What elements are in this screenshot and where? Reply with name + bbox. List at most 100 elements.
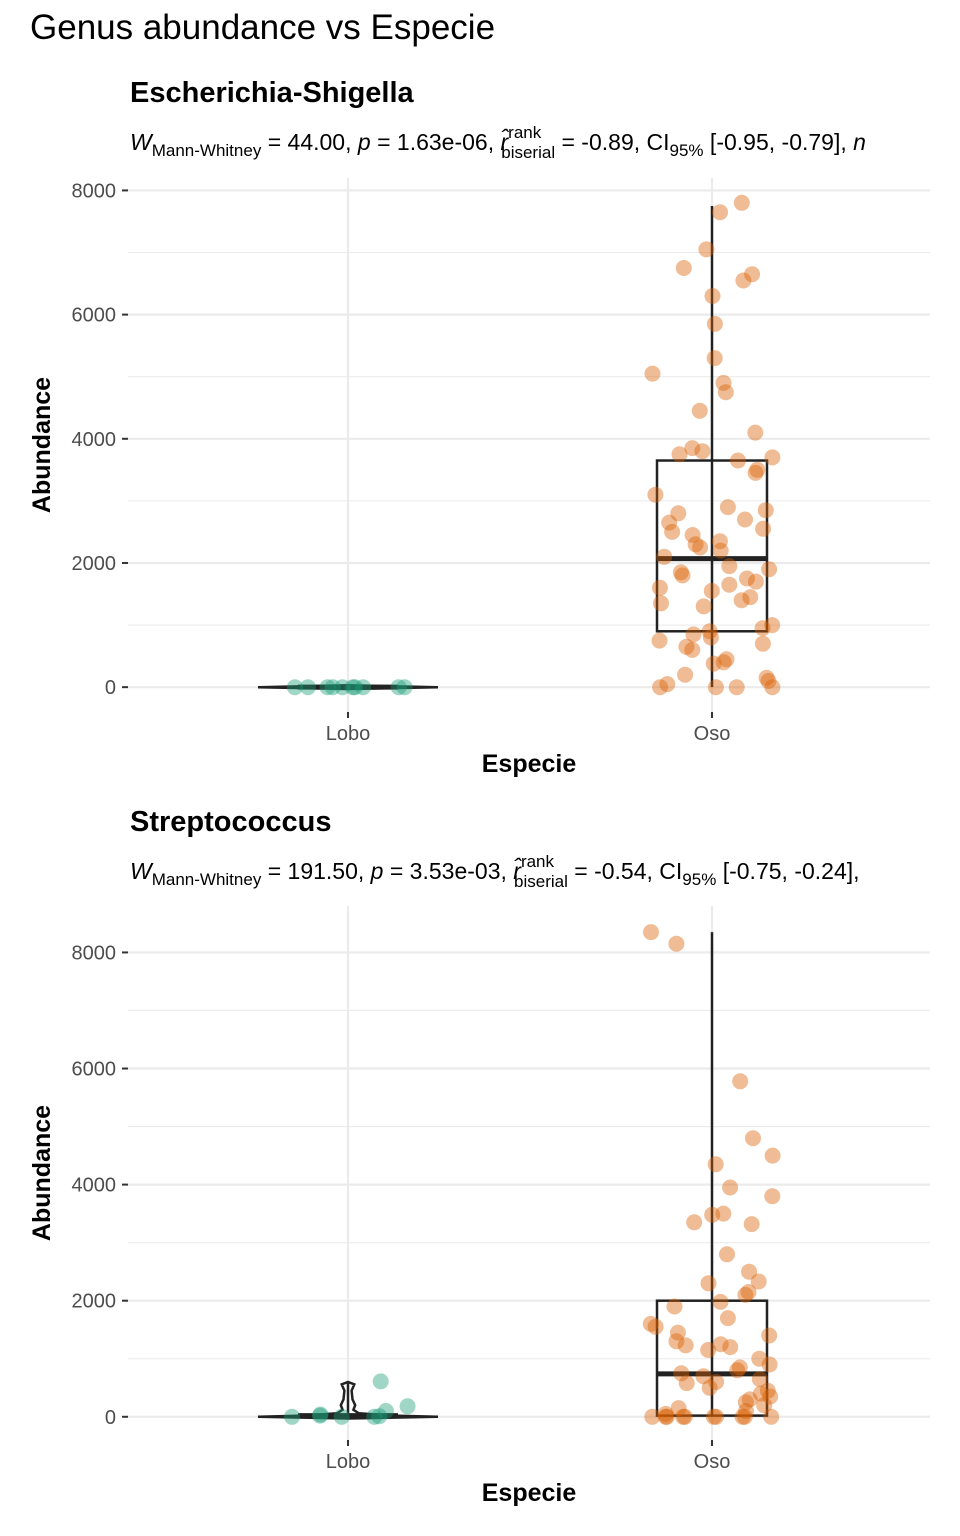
data-point-oso <box>684 527 701 543</box>
data-point-oso <box>759 1382 776 1399</box>
data-point-oso <box>644 365 661 382</box>
data-point-oso <box>747 464 764 481</box>
data-point-oso <box>751 1371 768 1388</box>
data-point-oso <box>722 1179 739 1196</box>
data-point-oso <box>715 1205 732 1222</box>
data-point-oso <box>764 1147 781 1164</box>
data-point-oso <box>684 641 701 658</box>
grid <box>128 178 930 712</box>
data-point-oso <box>664 523 681 540</box>
data-point-oso <box>733 592 750 609</box>
data-point-oso <box>764 1188 781 1205</box>
x-axis-title: Especie <box>482 1479 577 1507</box>
y-tick-label: 2000 <box>72 553 117 575</box>
y-tick-label: 6000 <box>72 1059 117 1081</box>
box-oso <box>655 459 769 633</box>
data-point-oso <box>705 1408 722 1425</box>
data-point-oso <box>685 626 702 643</box>
data-point-oso <box>741 1263 758 1280</box>
data-point-oso <box>700 1342 717 1358</box>
panel-title: Streptococcus <box>130 806 331 838</box>
data-point-lobo <box>324 679 341 696</box>
data-point-lobo <box>284 1408 300 1425</box>
data-point-oso <box>657 1405 674 1422</box>
data-point-oso <box>712 542 729 559</box>
panel-title: Escherichia-Shigella <box>130 77 415 109</box>
data-point-lobo <box>312 1407 328 1424</box>
data-point-oso <box>708 1408 725 1425</box>
data-point-oso <box>730 452 746 469</box>
data-point-oso <box>698 241 715 258</box>
data-point-lobo <box>399 1398 416 1415</box>
data-point-oso <box>676 1408 693 1425</box>
x-tick-label: Lobo <box>326 723 371 745</box>
data-point-oso <box>707 679 724 696</box>
data-point-oso <box>744 266 761 283</box>
data-point-oso <box>717 384 734 401</box>
x-tick-label: Oso <box>694 1451 731 1473</box>
data-point-oso <box>656 548 673 565</box>
data-point-oso <box>653 595 669 612</box>
data-point-oso <box>749 461 766 478</box>
data-point-oso <box>672 564 689 581</box>
data-point-oso <box>763 1408 780 1425</box>
data-point-oso <box>712 1293 729 1310</box>
data-point-oso <box>643 924 659 941</box>
y-axis-title: Abundance <box>28 377 56 513</box>
data-point-oso <box>661 514 678 531</box>
data-point-oso <box>752 1385 769 1402</box>
data-point-lobo <box>333 1408 350 1425</box>
data-point-oso <box>761 1356 778 1373</box>
data-point-oso <box>677 666 694 683</box>
data-point-oso <box>673 1365 690 1382</box>
panel-subtitle: WMann-Whitney = 191.50, p = 3.53e-03, r̂… <box>130 852 860 891</box>
data-point-oso <box>741 1391 758 1408</box>
x-tick-label: Lobo <box>326 1451 371 1473</box>
data-point-oso <box>687 536 704 553</box>
data-point-oso <box>647 1318 664 1335</box>
data-point-oso <box>754 635 771 652</box>
data-point-oso <box>732 1073 749 1090</box>
data-point-lobo <box>372 1373 389 1390</box>
data-point-oso <box>666 1298 683 1315</box>
data-point-oso <box>737 1394 754 1411</box>
data-point-oso <box>704 1206 721 1223</box>
data-point-oso <box>647 486 664 503</box>
data-point-lobo <box>334 679 351 696</box>
data-point-lobo <box>390 679 407 696</box>
data-point-oso <box>684 440 701 457</box>
data-point-oso <box>758 669 775 686</box>
data-point-oso <box>728 679 745 696</box>
y-tick-label: 0 <box>105 1407 116 1429</box>
box-oso <box>655 1299 769 1417</box>
data-point-lobo <box>366 1408 383 1425</box>
data-point-oso <box>721 576 738 593</box>
data-point-oso <box>738 1403 754 1419</box>
x-tick-label: Oso <box>694 723 731 745</box>
data-point-oso <box>668 1333 685 1350</box>
data-point-oso <box>707 1156 724 1173</box>
panel-streptococcus: Streptococcus WMann-Whitney = 191.50, p =… <box>28 806 930 1507</box>
data-point-oso <box>739 570 755 587</box>
data-point-oso <box>703 582 720 599</box>
data-point-oso <box>764 679 781 696</box>
data-point-oso <box>737 511 753 528</box>
data-point-oso <box>715 654 732 671</box>
data-point-oso <box>743 1216 760 1233</box>
data-point-oso <box>704 288 721 304</box>
data-point-oso <box>686 1214 703 1231</box>
data-point-oso <box>692 539 709 556</box>
data-point-oso <box>715 374 732 391</box>
data-point-oso <box>705 655 722 672</box>
data-point-oso <box>674 567 691 584</box>
data-point-oso <box>734 1408 751 1425</box>
data-point-oso <box>642 1315 659 1332</box>
data-point-oso <box>691 402 708 419</box>
y-tick-label: 8000 <box>72 180 117 202</box>
data-point-oso <box>719 1310 736 1327</box>
data-point-oso <box>694 443 711 460</box>
data-point-oso <box>745 1130 761 1147</box>
data-point-oso <box>651 632 668 649</box>
data-point-oso <box>659 676 676 693</box>
